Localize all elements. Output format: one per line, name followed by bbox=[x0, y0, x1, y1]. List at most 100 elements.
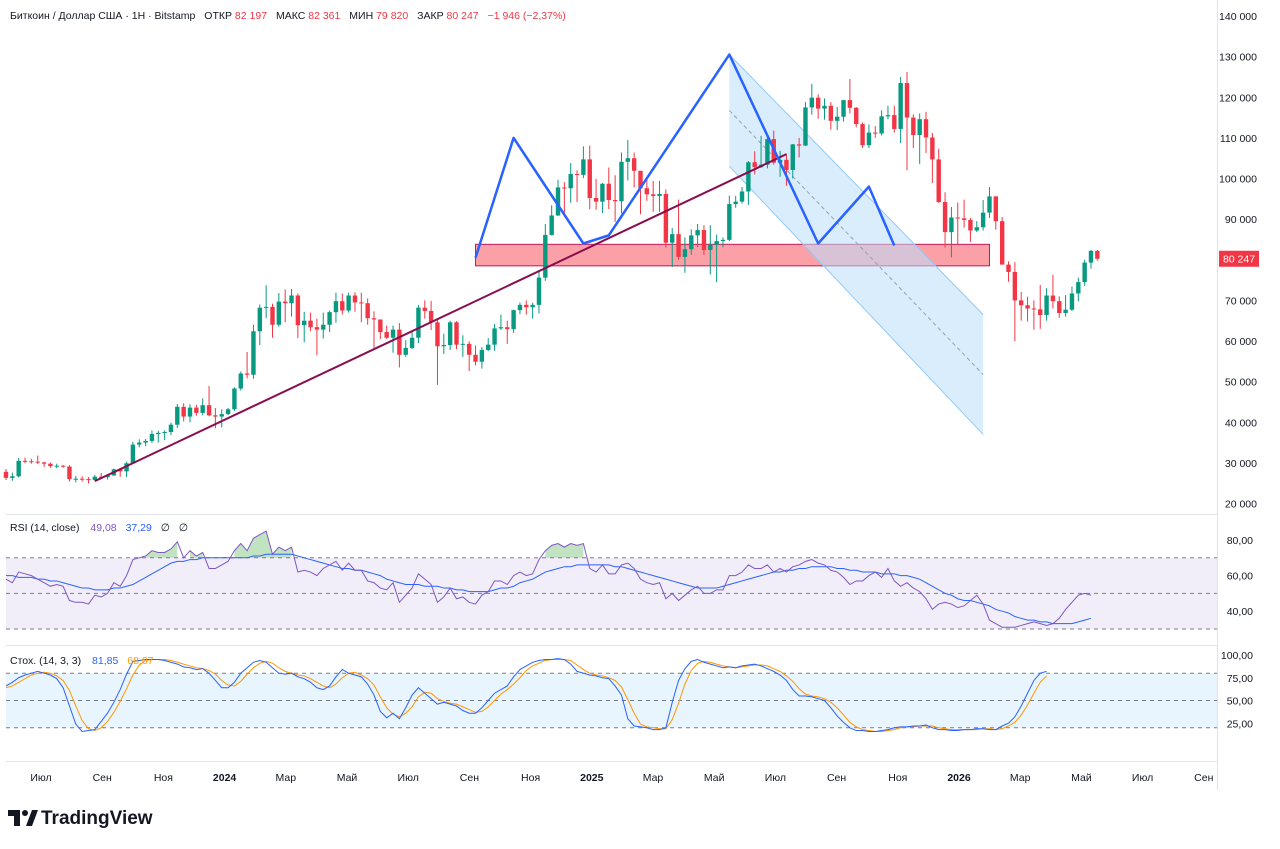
stoch-axis[interactable]: 100,00 75,00 50,00 25,00 bbox=[1221, 650, 1253, 730]
candle-body bbox=[796, 144, 802, 146]
candle bbox=[999, 217, 1005, 265]
candle-body bbox=[352, 295, 358, 303]
candle-body bbox=[60, 465, 66, 467]
candle-layer bbox=[3, 72, 1100, 484]
candle bbox=[898, 76, 903, 144]
candle bbox=[911, 114, 916, 149]
legend-high-value: 82 361 bbox=[308, 10, 340, 22]
candle bbox=[873, 126, 878, 138]
candle bbox=[486, 338, 491, 352]
candle-body bbox=[435, 322, 440, 347]
candle-body bbox=[225, 409, 231, 415]
candle-body bbox=[879, 116, 884, 134]
candle bbox=[124, 461, 129, 478]
candle-body bbox=[263, 306, 269, 308]
candle bbox=[574, 170, 580, 203]
candle bbox=[73, 475, 78, 483]
candle bbox=[828, 102, 834, 130]
candle-body bbox=[587, 159, 592, 198]
candle bbox=[416, 304, 421, 344]
candle-body bbox=[689, 235, 694, 250]
time-tick-label: Ноя bbox=[521, 772, 540, 784]
candle bbox=[206, 386, 212, 417]
legend-low-label: МИН bbox=[349, 10, 373, 22]
candle bbox=[720, 237, 726, 248]
price-tick-label: 60 000 bbox=[1225, 336, 1257, 348]
candle-body bbox=[663, 193, 669, 243]
candle-body bbox=[409, 337, 415, 348]
candle-body bbox=[378, 319, 383, 333]
price-tick-label: 130 000 bbox=[1219, 52, 1257, 64]
candle-body bbox=[1095, 250, 1100, 259]
candle bbox=[1076, 277, 1081, 302]
candle bbox=[739, 187, 745, 204]
rsi-line bbox=[5, 530, 1092, 628]
candle bbox=[327, 310, 332, 333]
rsi-overbought-fill bbox=[545, 543, 584, 558]
candle bbox=[67, 465, 72, 482]
candle-body bbox=[54, 465, 59, 467]
candle bbox=[35, 455, 40, 465]
candle bbox=[968, 217, 973, 242]
legend-low-value: 79 820 bbox=[376, 10, 408, 22]
candle bbox=[1006, 261, 1011, 282]
main-pane[interactable] bbox=[3, 53, 1100, 484]
candle-body bbox=[1006, 264, 1011, 272]
candle bbox=[428, 300, 434, 331]
candle-body bbox=[314, 327, 320, 330]
time-tick-label: Ноя bbox=[154, 772, 173, 784]
candle-body bbox=[156, 432, 161, 435]
rsi-band bbox=[6, 557, 1217, 629]
rsi-tick-label: 80,00 bbox=[1227, 535, 1253, 547]
tradingview-logo[interactable]: TradingView bbox=[8, 808, 153, 829]
rsi-overbought-fill bbox=[190, 550, 203, 558]
candle-body bbox=[422, 307, 427, 311]
candle bbox=[657, 180, 662, 212]
candle-body bbox=[917, 119, 922, 136]
candle bbox=[54, 463, 59, 469]
time-tick-label: Сен bbox=[460, 772, 479, 784]
candle-body bbox=[644, 188, 650, 195]
candle-body bbox=[784, 159, 789, 170]
candle-body bbox=[511, 310, 516, 330]
candle-body bbox=[961, 218, 967, 220]
candle bbox=[473, 345, 478, 366]
candle bbox=[854, 107, 859, 128]
time-tick-label: 2024 bbox=[213, 772, 237, 784]
stoch-pane[interactable] bbox=[5, 658, 1217, 732]
candle bbox=[263, 285, 269, 319]
candle bbox=[993, 196, 999, 230]
candle bbox=[308, 312, 313, 332]
candle-body bbox=[251, 331, 256, 375]
candle-body bbox=[714, 241, 719, 245]
candle bbox=[1057, 296, 1062, 318]
candle bbox=[619, 152, 624, 214]
candle-body bbox=[321, 324, 326, 330]
stoch-tick-label: 100,00 bbox=[1221, 650, 1253, 662]
legend-symbol: Биткоин / Доллар США · 1Н · Bitstamp bbox=[10, 10, 196, 22]
time-tick-label: Ноя bbox=[888, 772, 907, 784]
candle-body bbox=[397, 329, 402, 355]
candle bbox=[695, 224, 700, 248]
candle-body bbox=[416, 307, 421, 338]
rsi-axis[interactable]: 80,00 60,00 40,00 bbox=[1227, 535, 1253, 618]
candle bbox=[1044, 288, 1049, 321]
rsi-pane[interactable] bbox=[5, 530, 1217, 630]
candle bbox=[593, 178, 599, 210]
candle bbox=[282, 289, 288, 323]
candle-body bbox=[892, 115, 897, 129]
candle bbox=[784, 153, 789, 186]
candle-body bbox=[257, 307, 262, 332]
candle-body bbox=[302, 320, 307, 326]
candle bbox=[187, 404, 193, 423]
time-axis[interactable]: Июл Сен Ноя 2024 Мар Май Июл Сен Ноя 2025 Мар Май Ию… bbox=[30, 772, 1213, 784]
candle bbox=[961, 199, 967, 228]
candle bbox=[16, 458, 21, 478]
candle-body bbox=[657, 193, 662, 196]
candle-body bbox=[612, 200, 618, 202]
candle-body bbox=[232, 388, 237, 410]
time-tick-label: Мар bbox=[276, 772, 297, 784]
candle-body bbox=[187, 407, 193, 417]
